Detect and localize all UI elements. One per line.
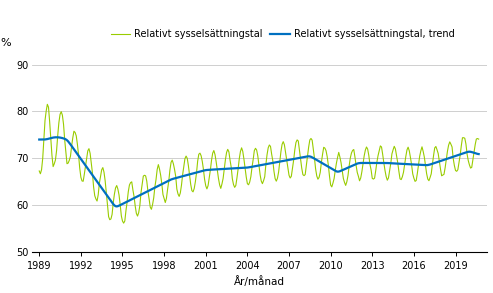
Relativt sysselsättningstal — [476, 137, 482, 141]
Relativt sysselsättningstal, trend — [54, 136, 60, 139]
Relativt sysselsättningstal — [55, 134, 61, 137]
Relativt sysselsättningstal, trend — [476, 152, 482, 156]
Relativt sysselsättningstal — [121, 222, 127, 225]
Text: %: % — [0, 38, 11, 48]
X-axis label: År/månad: År/månad — [234, 277, 285, 287]
Relativt sysselsättningstal, trend — [55, 136, 61, 139]
Relativt sysselsättningstal — [44, 103, 50, 106]
Relativt sysselsättningstal — [101, 171, 107, 174]
Line: Relativt sysselsättningstal: Relativt sysselsättningstal — [39, 104, 479, 223]
Line: Relativt sysselsättningstal, trend: Relativt sysselsättningstal, trend — [39, 137, 479, 206]
Relativt sysselsättningstal — [159, 182, 165, 186]
Relativt sysselsättningstal, trend — [36, 138, 42, 141]
Relativt sysselsättningstal, trend — [114, 205, 120, 208]
Relativt sysselsättningstal — [323, 149, 329, 152]
Relativt sysselsättningstal, trend — [159, 182, 165, 186]
Relativt sysselsättningstal, trend — [323, 164, 329, 167]
Relativt sysselsättningstal, trend — [318, 161, 324, 164]
Relativt sysselsättningstal — [318, 161, 324, 164]
Legend: Relativt sysselsättningstal, Relativt sysselsättningstal, trend: Relativt sysselsättningstal, Relativt sy… — [111, 29, 455, 39]
Relativt sysselsättningstal, trend — [101, 190, 107, 193]
Relativt sysselsättningstal, trend — [381, 161, 387, 165]
Relativt sysselsättningstal — [36, 169, 42, 173]
Relativt sysselsättningstal — [381, 161, 387, 165]
